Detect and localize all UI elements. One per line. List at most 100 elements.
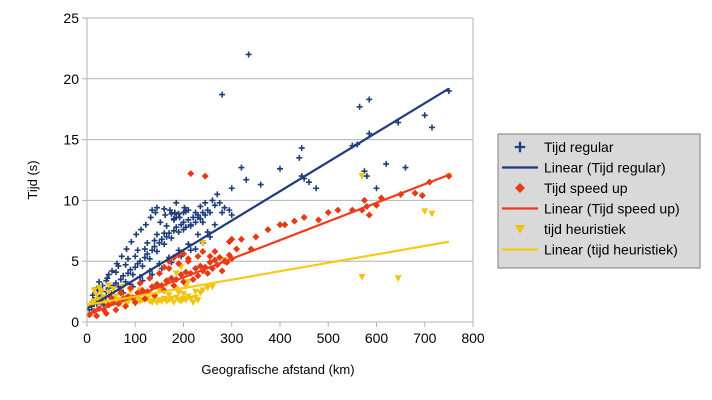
point-tijd-regular (207, 209, 214, 216)
point-tijd-regular (141, 246, 148, 253)
point-tijd-heuristiek (126, 288, 134, 296)
point-tijd-speed-up (167, 274, 175, 282)
point-tijd-speed-up (170, 282, 178, 290)
point-tijd-heuristiek (112, 293, 120, 300)
point-tijd-regular (112, 269, 119, 276)
point-tijd-speed-up (192, 264, 200, 272)
point-tijd-regular (149, 207, 156, 214)
point-tijd-regular (228, 185, 235, 192)
point-tijd-regular (219, 91, 226, 98)
x-tick-label: 200 (172, 330, 196, 346)
point-tijd-speed-up (360, 196, 368, 204)
point-tijd-regular (209, 197, 216, 204)
point-tijd-speed-up (146, 274, 154, 282)
point-tijd-regular (138, 226, 145, 233)
point-tijd-regular (245, 51, 252, 58)
point-tijd-speed-up (365, 211, 373, 219)
point-tijd-regular (187, 247, 194, 254)
x-tick-label: 100 (124, 330, 148, 346)
point-tijd-heuristiek (165, 292, 173, 299)
point-tijd-regular (228, 211, 235, 218)
point-tijd-heuristiek (155, 287, 163, 294)
point-tijd-speed-up (201, 172, 209, 180)
point-tijd-regular (153, 204, 160, 211)
y-tick-label: 20 (63, 71, 79, 87)
x-tick-label: 500 (317, 330, 341, 346)
point-tijd-speed-up (122, 302, 130, 310)
legend-label-linear-tijd-heuristiek-: Linear (tijd heuristiek) (544, 242, 678, 258)
point-tijd-regular (176, 214, 183, 221)
point-tijd-regular (163, 222, 170, 229)
point-tijd-speed-up (189, 275, 197, 283)
point-tijd-speed-up (102, 309, 110, 317)
legend-label-tijd-speed-up: Tijd speed up (544, 180, 628, 196)
point-tijd-speed-up (177, 271, 185, 279)
point-tijd-regular (170, 227, 177, 234)
point-tijd-heuristiek (358, 173, 366, 180)
point-tijd-regular (128, 238, 135, 245)
legend-marker-tijd-speed-up (515, 183, 525, 193)
legend: Tijd regular Linear (Tijd regular) Tijd sp… (497, 133, 701, 269)
legend-marker-tijd-regular (514, 141, 526, 153)
point-tijd-speed-up (175, 260, 183, 268)
point-tijd-speed-up (199, 247, 207, 255)
point-tijd-regular (173, 199, 180, 206)
point-tijd-heuristiek (189, 299, 197, 307)
legend-label-tijd-regular: Tijd regular (544, 139, 614, 155)
point-tijd-speed-up (276, 221, 284, 229)
legend-label-linear-tijd-regular-: Linear (Tijd regular) (544, 160, 666, 176)
point-tijd-heuristiek (93, 292, 101, 299)
point-tijd-speed-up (211, 256, 219, 264)
point-tijd-speed-up (204, 269, 212, 277)
point-tijd-regular (181, 204, 188, 211)
point-tijd-speed-up (315, 216, 323, 224)
trendline-linear-tijd-regular- (86, 87, 450, 310)
point-tijd-speed-up (165, 264, 173, 272)
point-tijd-heuristiek (187, 295, 195, 303)
point-tijd-regular (402, 164, 409, 171)
x-tick-label: 0 (83, 330, 91, 346)
point-tijd-regular (373, 185, 380, 192)
point-tijd-regular (161, 241, 168, 248)
point-tijd-regular (192, 209, 199, 216)
point-tijd-heuristiek (172, 270, 180, 277)
point-tijd-speed-up (184, 257, 192, 265)
point-tijd-regular (243, 176, 250, 183)
x-axis-title: Geografische afstand (km) (201, 362, 354, 377)
point-tijd-regular (185, 216, 192, 223)
y-tick-label: 15 (63, 132, 79, 148)
point-tijd-heuristiek (394, 275, 402, 282)
point-tijd-speed-up (194, 252, 202, 260)
point-tijd-regular (161, 205, 168, 212)
point-tijd-regular (211, 202, 218, 209)
point-tijd-regular (226, 207, 233, 214)
point-tijd-regular (356, 103, 363, 110)
point-tijd-speed-up (131, 299, 139, 307)
legend-box (497, 133, 701, 269)
point-tijd-regular (122, 261, 129, 268)
point-tijd-regular (162, 211, 169, 218)
point-tijd-regular (202, 199, 209, 206)
point-tijd-heuristiek (167, 295, 175, 303)
point-tijd-regular (158, 236, 165, 243)
x-tick-label: 600 (365, 330, 389, 346)
point-tijd-regular (192, 246, 199, 253)
y-axis-title: Tijd (s) (25, 160, 40, 199)
point-tijd-speed-up (206, 252, 214, 260)
point-tijd-regular (180, 226, 187, 233)
point-tijd-speed-up (206, 258, 214, 266)
point-tijd-regular (421, 112, 428, 119)
point-tijd-regular (153, 231, 160, 238)
point-tijd-regular (185, 207, 192, 214)
point-tijd-heuristiek (204, 284, 212, 292)
point-tijd-regular (142, 221, 149, 228)
axes: 0 5 10 15 20 25 0 100 200 300 400 500 600 700 800 (63, 10, 484, 346)
point-tijd-regular (298, 145, 305, 152)
point-tijd-speed-up (334, 206, 342, 214)
point-tijd-regular (105, 271, 112, 278)
legend-marker-tijd-heuristiek (515, 225, 525, 234)
point-tijd-heuristiek (182, 297, 190, 304)
point-tijd-heuristiek (180, 291, 187, 298)
point-tijd-speed-up (216, 254, 224, 262)
